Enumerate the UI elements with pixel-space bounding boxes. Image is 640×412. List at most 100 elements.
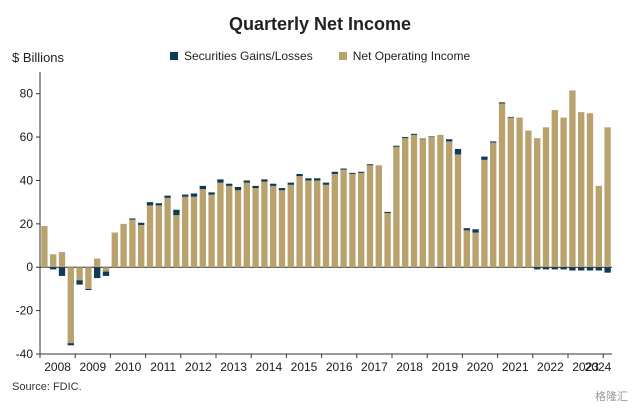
bar-net-operating-income bbox=[252, 188, 259, 268]
bar-securities-gains-losses bbox=[58, 267, 66, 276]
x-tick-label: 2015 bbox=[291, 360, 318, 374]
bar-securities-gains-losses bbox=[85, 288, 92, 291]
bar-securities-gains-losses bbox=[384, 211, 391, 213]
legend-item-securities: Securities Gains/Losses bbox=[170, 49, 313, 63]
source-note: Source: FDIC. bbox=[12, 381, 82, 393]
bar-net-operating-income bbox=[94, 258, 101, 268]
bar-securities-gains-losses bbox=[155, 203, 162, 206]
bar-securities-gains-losses bbox=[252, 185, 259, 189]
bar-net-operating-income bbox=[375, 165, 382, 268]
legend-item-net-operating: Net Operating Income bbox=[338, 49, 471, 63]
bar-net-operating-income bbox=[111, 232, 118, 268]
bar-securities-gains-losses bbox=[366, 164, 374, 166]
bar-securities-gains-losses bbox=[507, 116, 514, 118]
bar-securities-gains-losses bbox=[578, 267, 585, 271]
bar-securities-gains-losses bbox=[243, 180, 250, 183]
x-tick-label: 2012 bbox=[185, 360, 212, 374]
bar-securities-gains-losses bbox=[287, 182, 294, 185]
bar-net-operating-income bbox=[155, 205, 162, 268]
bar-net-operating-income bbox=[349, 173, 356, 268]
bar-securities-gains-losses bbox=[67, 343, 74, 346]
bar-net-operating-income bbox=[305, 180, 312, 268]
bar-net-operating-income bbox=[551, 109, 558, 268]
bar-net-operating-income bbox=[454, 154, 462, 268]
bar-securities-gains-losses bbox=[402, 137, 409, 139]
x-tick-label: 2008 bbox=[44, 360, 71, 374]
bar-net-operating-income bbox=[560, 117, 567, 268]
y-tick-label: 20 bbox=[20, 217, 34, 231]
legend-swatch-net-operating bbox=[338, 52, 347, 60]
bar-net-operating-income bbox=[340, 169, 347, 268]
bar-net-operating-income bbox=[472, 232, 479, 268]
legend-label-net-operating: Net Operating Income bbox=[352, 49, 471, 63]
bar-net-operating-income bbox=[578, 112, 585, 268]
bar-securities-gains-losses bbox=[349, 172, 356, 174]
bar-net-operating-income bbox=[402, 138, 409, 268]
bar-securities-gains-losses bbox=[472, 229, 479, 233]
bar-securities-gains-losses bbox=[190, 193, 198, 197]
bar-securities-gains-losses bbox=[226, 183, 233, 186]
bar-securities-gains-losses bbox=[296, 173, 303, 177]
x-tick-label: 2010 bbox=[115, 360, 142, 374]
bar-securities-gains-losses bbox=[604, 267, 611, 273]
bar-securities-gains-losses bbox=[498, 102, 506, 104]
bar-net-operating-income bbox=[278, 190, 286, 268]
bar-securities-gains-losses bbox=[234, 186, 242, 191]
x-tick-label: 2022 bbox=[537, 360, 564, 374]
bar-net-operating-income bbox=[138, 224, 145, 268]
bar-net-operating-income bbox=[208, 194, 215, 268]
x-tick-label: 2021 bbox=[502, 360, 529, 374]
x-tick-label: 2020 bbox=[467, 360, 494, 374]
bar-securities-gains-losses bbox=[410, 133, 418, 135]
bar-securities-gains-losses bbox=[129, 218, 136, 220]
bar-net-operating-income bbox=[314, 180, 321, 268]
x-tick-label: 2009 bbox=[79, 360, 106, 374]
bar-securities-gains-losses bbox=[94, 267, 101, 279]
bar-net-operating-income bbox=[190, 196, 198, 268]
bar-net-operating-income bbox=[234, 190, 242, 268]
bar-net-operating-income bbox=[50, 254, 57, 268]
bar-net-operating-income bbox=[498, 103, 506, 268]
y-tick-label: 0 bbox=[26, 260, 33, 274]
bar-securities-gains-losses bbox=[569, 267, 576, 271]
bar-net-operating-income bbox=[542, 127, 550, 268]
legend-label-securities: Securities Gains/Losses bbox=[184, 49, 313, 63]
bar-securities-gains-losses bbox=[305, 178, 312, 181]
bar-net-operating-income bbox=[41, 226, 48, 268]
bar-securities-gains-losses bbox=[490, 141, 497, 143]
bar-net-operating-income bbox=[164, 197, 171, 268]
bar-securities-gains-losses bbox=[261, 179, 268, 182]
bar-securities-gains-losses bbox=[446, 139, 453, 142]
bar-securities-gains-losses bbox=[76, 280, 83, 285]
y-tick-label: 40 bbox=[20, 173, 34, 187]
bar-securities-gains-losses bbox=[481, 156, 488, 160]
x-tick-label: 2013 bbox=[220, 360, 247, 374]
bar-net-operating-income bbox=[507, 117, 514, 268]
bar-securities-gains-losses bbox=[463, 228, 470, 231]
bar-net-operating-income bbox=[173, 215, 180, 268]
legend-swatch-securities bbox=[170, 52, 178, 60]
bar-net-operating-income bbox=[428, 137, 435, 268]
bar-securities-gains-losses bbox=[428, 136, 435, 138]
bar-securities-gains-losses bbox=[138, 222, 145, 225]
bar-securities-gains-losses bbox=[322, 182, 330, 185]
bar-net-operating-income bbox=[437, 134, 444, 268]
bar-securities-gains-losses bbox=[278, 188, 286, 191]
y-tick-label: -40 bbox=[16, 347, 34, 361]
x-tick-label: 2024 bbox=[585, 360, 612, 374]
bar-net-operating-income bbox=[534, 138, 541, 268]
bar-securities-gains-losses bbox=[340, 168, 347, 170]
y-tick-label: 80 bbox=[20, 87, 34, 101]
bar-securities-gains-losses bbox=[586, 267, 594, 271]
x-tick-label: 2023 bbox=[572, 360, 599, 374]
bar-net-operating-income bbox=[481, 159, 488, 268]
bar-securities-gains-losses bbox=[173, 209, 180, 216]
bar-net-operating-income bbox=[67, 267, 74, 344]
bar-net-operating-income bbox=[384, 213, 391, 268]
chart-title: Quarterly Net Income bbox=[228, 14, 412, 34]
bar-securities-gains-losses bbox=[534, 267, 541, 270]
bar-securities-gains-losses bbox=[102, 271, 110, 276]
bar-net-operating-income bbox=[516, 117, 523, 268]
y-tick-label: -20 bbox=[16, 304, 34, 318]
bar-securities-gains-losses bbox=[146, 202, 154, 206]
